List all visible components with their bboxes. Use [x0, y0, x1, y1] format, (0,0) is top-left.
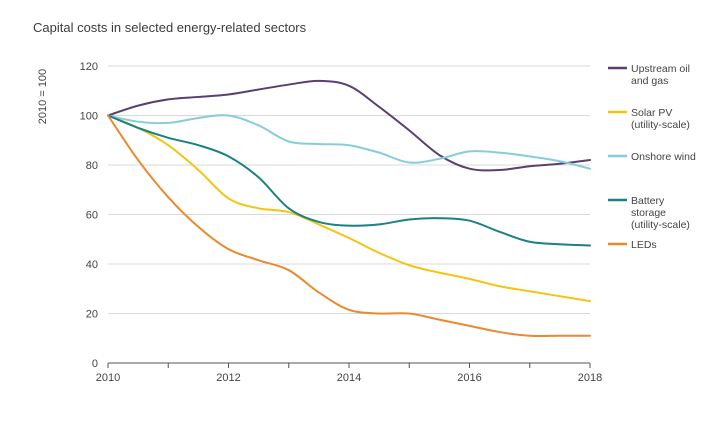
y-tick-label: 0 [92, 358, 98, 370]
y-tick-label: 120 [80, 61, 98, 73]
series-lines [107, 79, 591, 338]
series-line [107, 114, 591, 338]
chart-title: Capital costs in selected energy-related… [33, 20, 307, 35]
legend-label: Onshore wind [631, 151, 696, 163]
legend-label: and gas [631, 75, 668, 87]
x-tick-label: 2018 [578, 372, 602, 384]
y-tick-label: 60 [86, 210, 98, 222]
y-tick-label: 100 [80, 111, 98, 123]
x-tick-label: 2012 [216, 372, 240, 384]
series-line [107, 114, 591, 170]
legend-label: LEDs [631, 239, 657, 251]
x-tick-label: 2014 [337, 372, 361, 384]
y-tick-label: 20 [86, 309, 98, 321]
x-tick-label: 2010 [96, 372, 120, 384]
legend-label: (utility-scale) [631, 119, 690, 131]
y-tick-label: 80 [86, 160, 98, 172]
grid-lines [108, 65, 590, 314]
series-line [107, 79, 591, 172]
axes [107, 362, 591, 368]
y-axis-label: 2010 = 100 [37, 69, 49, 124]
y-tick-label: 40 [86, 259, 98, 271]
legend-label: storage [631, 207, 666, 219]
series-line [107, 114, 591, 303]
legend-label: Solar PV [631, 107, 672, 119]
legend-label: Battery [631, 195, 665, 207]
legend-label: Upstream oil [631, 63, 690, 75]
legend-label: (utility-scale) [631, 219, 690, 231]
series-line [107, 114, 591, 247]
x-tick-label: 2016 [457, 372, 481, 384]
tick-labels: 0 20 40 60 80 100 120 2010 2012 2014 2016 2018 [80, 61, 603, 384]
